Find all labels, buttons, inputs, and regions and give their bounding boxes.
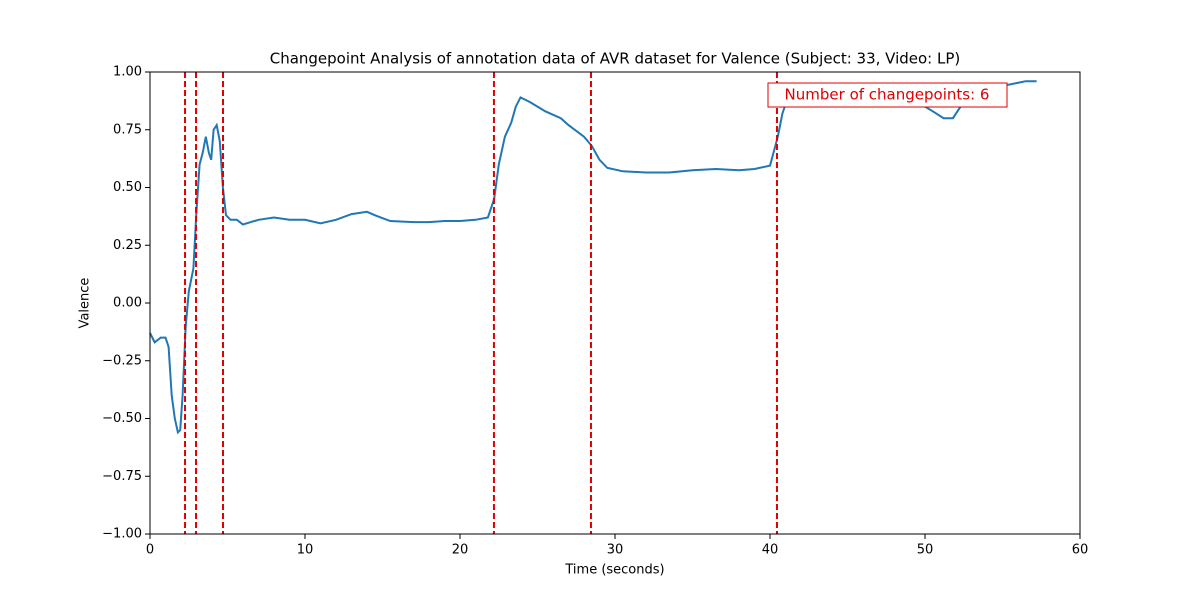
x-tick-label: 40 <box>762 543 779 558</box>
y-tick-label: 1.00 <box>113 65 142 80</box>
x-tick-label: 20 <box>452 543 469 558</box>
annotation: Number of changepoints: 6 <box>785 86 990 104</box>
annotation-box <box>767 82 1008 108</box>
x-tick-label: 60 <box>1072 543 1089 558</box>
y-tick-label: 0.00 <box>113 296 142 311</box>
x-tick-label: 10 <box>297 543 314 558</box>
chart-title: Changepoint Analysis of annotation data … <box>270 50 961 68</box>
y-tick-label: −0.50 <box>102 411 142 426</box>
y-tick-label: 0.75 <box>113 122 142 137</box>
y-axis-label: Valence <box>78 278 93 329</box>
plot-frame <box>149 71 1081 535</box>
x-axis-label: Time (seconds) <box>564 563 664 578</box>
y-tick-label: 0.25 <box>113 238 142 253</box>
y-tick-label: −0.25 <box>102 353 142 368</box>
y-tick-label: 0.50 <box>113 180 142 195</box>
x-tick-label: 50 <box>917 543 934 558</box>
x-tick-label: 0 <box>146 543 154 558</box>
y-tick-label: −1.00 <box>102 527 142 542</box>
x-tick-label: 30 <box>607 543 624 558</box>
y-tick-label: −0.75 <box>102 469 142 484</box>
